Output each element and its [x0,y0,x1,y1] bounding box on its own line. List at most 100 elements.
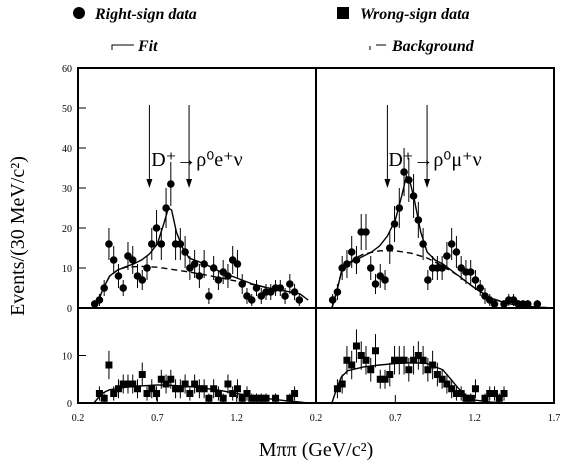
cut-arrow-head [384,179,391,188]
data-point [495,394,503,402]
data-point [186,390,194,397]
data-point [491,390,498,397]
legend-label: Wrong-sign data [360,6,470,23]
data-point [205,292,213,300]
data-point [448,385,456,393]
data-point [452,390,460,397]
data-point [333,385,341,393]
data-point [109,256,118,264]
data-point [400,356,408,364]
data-point [395,356,403,364]
data-point [438,264,446,272]
y-tick-label: 0 [67,304,72,315]
data-point [134,385,141,393]
data-point [500,390,508,397]
data-point [247,296,256,304]
data-point [424,276,432,284]
data-point [105,240,113,248]
data-point [372,347,379,355]
legend-marker-circle [73,7,85,19]
fit-curve [93,384,309,404]
data-point [100,394,108,402]
data-point [253,394,260,402]
cut-arrow-head [424,179,431,188]
data-point [181,380,189,388]
legend-label: Background [391,38,475,55]
data-point [386,371,394,378]
fit-curve [331,174,555,309]
data-point [238,394,246,402]
data-point [419,356,427,364]
data-point [157,240,166,248]
panel-title: D⁺→ρ⁰e⁺ν [151,149,242,171]
data-point [124,380,132,388]
y-tick-label: 40 [62,144,72,155]
data-point [343,356,351,364]
data-point [466,268,475,276]
x-tick-label: 1.7 [548,413,561,424]
data-point [348,361,356,369]
data-point [176,385,184,393]
data-point [153,390,161,397]
data-point [424,366,432,374]
fit-curve [331,361,554,404]
data-point [457,390,465,397]
data-point [381,375,389,383]
panel-title: D⁺→ρ⁰μ⁺ν [388,149,481,171]
x-tick-label: 0.7 [389,413,402,424]
data-point [447,240,456,248]
data-point [129,380,137,388]
data-point [429,361,437,369]
data-point [443,380,451,388]
data-point [272,394,280,402]
data-point [243,390,251,397]
data-point [214,390,222,397]
data-point [366,264,375,272]
cut-arrow-head [186,179,193,188]
data-point [367,366,375,374]
data-point [352,342,360,350]
data-point [143,264,151,272]
data-point [138,371,146,378]
data-point [95,390,103,397]
data-point [152,224,161,232]
data-point [400,168,408,176]
cut-arrow-head [146,179,153,188]
data-point [357,352,365,359]
data-point [248,394,256,402]
data-point [405,366,413,374]
data-point [128,256,137,264]
data-point [471,385,479,393]
data-point [281,292,289,300]
data-point [110,390,118,397]
data-point [286,394,294,402]
data-point [114,272,123,280]
data-point [148,385,156,393]
data-point [376,375,384,383]
y-tick-label: 20 [62,224,72,235]
x-tick-label: 1.2 [230,413,243,424]
x-axis-label: Mππ (GeV/c²) [259,439,374,461]
data-point [452,248,461,256]
data-point [167,180,175,188]
background-curve [331,250,555,309]
data-point [286,280,294,288]
data-point [481,394,489,402]
data-point [338,380,346,388]
data-point [438,375,446,383]
data-point [533,300,542,308]
y-tick-label: 30 [62,184,72,195]
data-point [162,380,170,388]
data-point [486,390,494,397]
y-tick-label: 10 [62,264,72,275]
legend-label: Right-sign data [94,6,197,23]
legend-label: Fit [137,38,158,55]
data-point [490,300,499,308]
data-point [167,375,175,383]
data-point [391,356,399,364]
data-point [219,394,227,402]
data-point [414,352,422,359]
data-point [233,385,241,393]
x-tick-label: 0.2 [72,413,85,424]
data-point [191,380,199,388]
